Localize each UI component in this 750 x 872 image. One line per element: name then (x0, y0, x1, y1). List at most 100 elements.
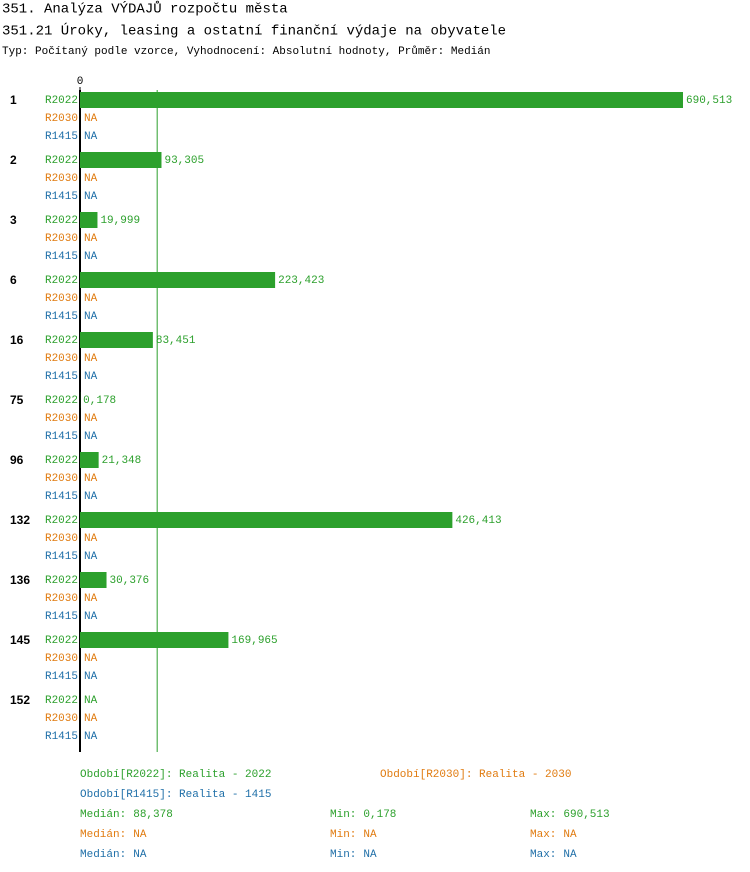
value-label: NA (84, 713, 98, 725)
value-label: NA (84, 491, 98, 503)
series-label: R1415 (45, 551, 78, 563)
value-label: NA (84, 371, 98, 383)
stat-name: Max: (530, 809, 556, 821)
legend-period: Období[R1415]: Realita - 1415 (80, 789, 271, 801)
bar (80, 452, 99, 468)
stat-value: NA (133, 829, 147, 841)
series-label: R1415 (45, 131, 78, 143)
value-label: 21,348 (102, 455, 142, 467)
stat-value: NA (363, 829, 377, 841)
stat-value: 88,378 (133, 809, 173, 821)
bar (80, 272, 276, 288)
value-label: 30,376 (110, 575, 150, 587)
stat-name: Medián: (80, 849, 126, 861)
value-label: 93,305 (164, 155, 204, 167)
x-tick-label: 0 (77, 76, 84, 88)
category-label: 1 (10, 93, 17, 107)
value-label: NA (84, 251, 98, 263)
series-label: R1415 (45, 431, 78, 443)
value-label: NA (84, 695, 98, 707)
value-label: 0,178 (83, 395, 116, 407)
bar (80, 572, 107, 588)
series-label: R2030 (45, 233, 78, 245)
value-label: NA (84, 311, 98, 323)
category-label: 136 (10, 573, 30, 587)
series-label: R2030 (45, 533, 78, 545)
series-label: R1415 (45, 491, 78, 503)
stat-value: NA (133, 849, 147, 861)
category-label: 3 (10, 213, 17, 227)
series-label: R1415 (45, 611, 78, 623)
stat-value: NA (563, 849, 577, 861)
series-label: R2030 (45, 353, 78, 365)
series-label: R2030 (45, 593, 78, 605)
series-label: R2022 (45, 515, 78, 527)
stat-value: 0,178 (363, 809, 396, 821)
value-label: 426,413 (455, 515, 501, 527)
bar (80, 632, 229, 648)
series-label: R1415 (45, 191, 78, 203)
series-label: R2022 (45, 335, 78, 347)
bar (80, 212, 98, 228)
stat-value: NA (563, 829, 577, 841)
value-label: NA (84, 431, 98, 443)
series-label: R2030 (45, 173, 78, 185)
chart-subtitle: Typ: Počítaný podle vzorce, Vyhodnocení:… (2, 45, 490, 58)
series-label: R1415 (45, 671, 78, 683)
value-label: NA (84, 113, 98, 125)
series-label: R2030 (45, 653, 78, 665)
stat-name: Max: (530, 829, 556, 841)
legend-period: Období[R2030]: Realita - 2030 (380, 769, 571, 781)
category-label: 16 (10, 333, 24, 347)
series-label: R2030 (45, 473, 78, 485)
stat-name: Max: (530, 849, 556, 861)
series-label: R2022 (45, 215, 78, 227)
stat-value: NA (363, 849, 377, 861)
series-label: R2022 (45, 635, 78, 647)
value-label: NA (84, 551, 98, 563)
category-label: 75 (10, 393, 24, 407)
value-label: 169,965 (231, 635, 277, 647)
chart-title: 351.21 Úroky, leasing a ostatní finanční… (2, 22, 506, 40)
value-label: NA (84, 233, 98, 245)
category-label: 145 (10, 633, 30, 647)
series-label: R2022 (45, 455, 78, 467)
stat-name: Min: (330, 809, 356, 821)
series-label: R1415 (45, 371, 78, 383)
page-title: 351. Analýza VÝDAJŮ rozpočtu města (2, 0, 288, 18)
series-label: R2022 (45, 395, 78, 407)
value-label: NA (84, 593, 98, 605)
value-label: NA (84, 533, 98, 545)
category-label: 152 (10, 693, 30, 707)
value-label: NA (84, 131, 98, 143)
value-label: NA (84, 473, 98, 485)
bar (80, 332, 153, 348)
value-label: 223,423 (278, 275, 324, 287)
stat-value: 690,513 (563, 809, 609, 821)
value-label: 83,451 (156, 335, 196, 347)
series-label: R1415 (45, 311, 78, 323)
stat-name: Min: (330, 829, 356, 841)
series-label: R2030 (45, 293, 78, 305)
series-label: R2022 (45, 155, 78, 167)
value-label: NA (84, 731, 98, 743)
value-label: NA (84, 611, 98, 623)
series-label: R2030 (45, 713, 78, 725)
bar (80, 152, 162, 168)
category-label: 6 (10, 273, 17, 287)
series-label: R1415 (45, 731, 78, 743)
series-label: R1415 (45, 251, 78, 263)
category-label: 96 (10, 453, 24, 467)
stat-name: Medián: (80, 829, 126, 841)
value-label: NA (84, 353, 98, 365)
value-label: NA (84, 293, 98, 305)
stat-name: Medián: (80, 809, 126, 821)
value-label: NA (84, 653, 98, 665)
category-label: 2 (10, 153, 17, 167)
legend-period: Období[R2022]: Realita - 2022 (80, 769, 271, 781)
value-label: NA (84, 173, 98, 185)
value-label: NA (84, 191, 98, 203)
series-label: R2022 (45, 575, 78, 587)
bar (80, 512, 453, 528)
